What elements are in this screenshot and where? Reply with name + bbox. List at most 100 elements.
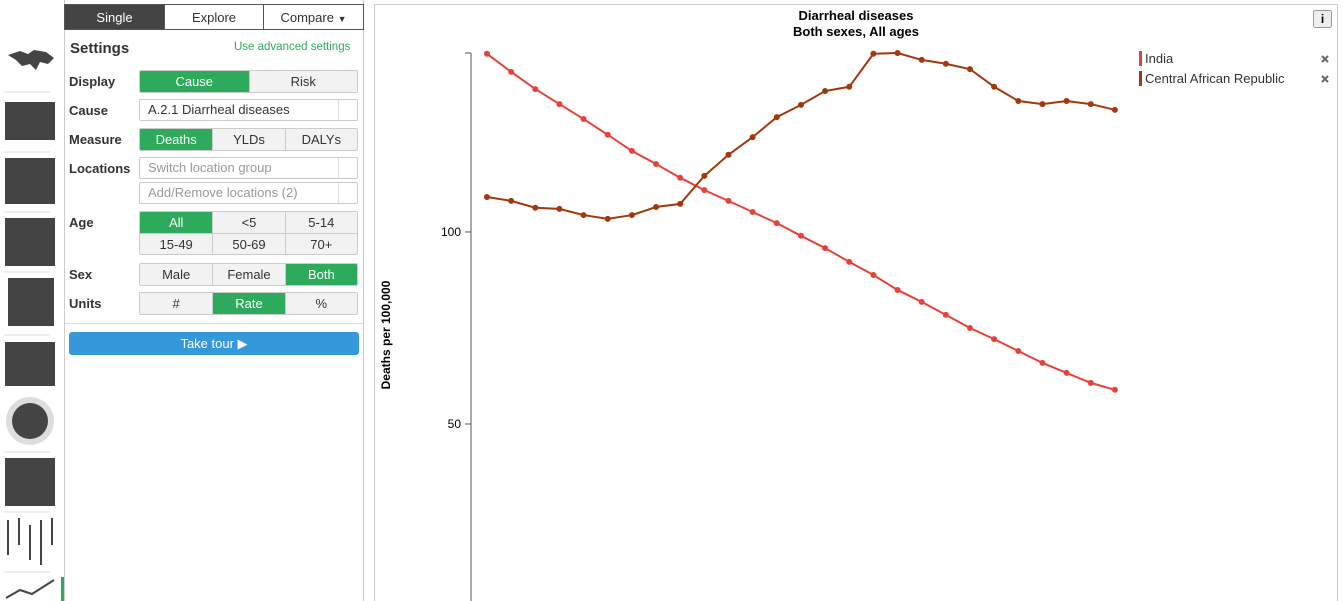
data-point bbox=[797, 232, 804, 239]
y-tick-label: 50 bbox=[448, 417, 462, 431]
settings-panel bbox=[64, 0, 364, 601]
data-point bbox=[1087, 379, 1094, 386]
option[interactable]: Rate bbox=[212, 293, 285, 314]
treemap-icon[interactable] bbox=[5, 102, 55, 140]
data-point bbox=[870, 50, 877, 57]
legend-label: India bbox=[1145, 51, 1174, 66]
data-point bbox=[556, 205, 563, 212]
advanced-link[interactable]: Use advanced settings bbox=[234, 41, 351, 53]
bars-icon[interactable] bbox=[5, 342, 55, 386]
option[interactable]: 15-49 bbox=[140, 233, 213, 254]
option[interactable]: All bbox=[140, 212, 213, 233]
info-label[interactable]: i bbox=[1321, 12, 1324, 26]
option[interactable]: 70+ bbox=[284, 233, 357, 254]
label: Measure bbox=[69, 132, 122, 147]
option[interactable]: <5 bbox=[212, 212, 285, 233]
heatmap-icon[interactable] bbox=[5, 458, 55, 506]
option[interactable]: Both bbox=[284, 264, 357, 285]
data-point bbox=[701, 187, 708, 194]
tour-button[interactable]: Take tour ▶ bbox=[69, 332, 359, 355]
label: Display bbox=[69, 74, 116, 89]
data-point bbox=[749, 208, 756, 215]
data-point bbox=[484, 194, 490, 201]
option[interactable]: 5-14 bbox=[284, 212, 357, 233]
line-icon[interactable] bbox=[5, 579, 55, 599]
data-point bbox=[532, 86, 539, 93]
units-group: # Rate % bbox=[139, 292, 358, 315]
label: Cause bbox=[69, 103, 109, 118]
data-point bbox=[677, 174, 684, 181]
data-point bbox=[918, 298, 925, 305]
display-group: Cause Risk bbox=[139, 70, 358, 93]
tab[interactable]: Compare ▼ bbox=[263, 4, 364, 30]
label: Units bbox=[69, 296, 102, 311]
option[interactable]: Male bbox=[140, 264, 213, 285]
location-select[interactable]: Add/Remove locations (2) bbox=[139, 182, 358, 204]
pyramid-icon[interactable] bbox=[8, 278, 54, 326]
age-group: All <5 5-14 15-49 50-69 70+ bbox=[139, 211, 358, 255]
data-point bbox=[508, 68, 515, 75]
data-point bbox=[1063, 98, 1070, 105]
data-point bbox=[749, 134, 756, 141]
tab-label[interactable]: Compare bbox=[280, 10, 334, 25]
sex-group: Male Female Both bbox=[139, 263, 358, 286]
option[interactable]: DALYs bbox=[284, 129, 357, 150]
location-group-select[interactable]: Switch location group bbox=[139, 157, 358, 179]
data-point bbox=[677, 200, 684, 207]
chart-subtitle: Both sexes, All ages bbox=[793, 24, 919, 39]
data-point bbox=[1015, 348, 1022, 355]
chart-frame bbox=[374, 4, 1338, 601]
option[interactable]: YLDs bbox=[212, 129, 285, 150]
data-point bbox=[484, 50, 490, 57]
data-point bbox=[628, 212, 635, 219]
data-point bbox=[942, 60, 949, 67]
data-point bbox=[508, 197, 515, 204]
data-point bbox=[604, 215, 611, 222]
data-point bbox=[870, 271, 877, 278]
option[interactable]: Risk bbox=[248, 71, 357, 92]
option[interactable]: % bbox=[284, 293, 357, 314]
label: Locations bbox=[69, 161, 131, 176]
data-point bbox=[580, 212, 587, 219]
legend-remove[interactable] bbox=[1321, 75, 1329, 83]
legend-remove[interactable] bbox=[1321, 55, 1329, 63]
stack-icon[interactable] bbox=[5, 158, 55, 204]
option[interactable]: Female bbox=[212, 264, 285, 285]
data-point bbox=[604, 131, 611, 138]
data-point bbox=[942, 311, 949, 318]
series-line bbox=[486, 51, 1116, 220]
arrow-icon[interactable] bbox=[5, 218, 55, 266]
chart-title: Diarrheal diseases bbox=[799, 8, 914, 23]
data-point bbox=[967, 324, 973, 331]
data-point bbox=[773, 220, 780, 227]
cause-select[interactable]: A.2.1 Diarrheal diseases bbox=[139, 99, 358, 121]
data-point bbox=[1039, 359, 1046, 366]
data-point bbox=[556, 101, 563, 108]
data-point bbox=[991, 336, 998, 343]
data-point bbox=[653, 160, 660, 167]
option[interactable]: # bbox=[140, 293, 213, 314]
data-point bbox=[822, 245, 829, 252]
info-button[interactable] bbox=[1313, 10, 1332, 28]
y-axis-label: Deaths per 100,000 bbox=[379, 280, 393, 389]
data-point bbox=[725, 197, 732, 204]
data-point bbox=[1039, 101, 1046, 108]
view-icons bbox=[4, 50, 64, 601]
measure-group: Deaths YLDs DALYs bbox=[139, 128, 358, 151]
data-point bbox=[1087, 101, 1094, 108]
data-point bbox=[1015, 98, 1022, 105]
data-point bbox=[991, 83, 998, 90]
data-point bbox=[580, 116, 587, 123]
data-point bbox=[846, 83, 853, 90]
option[interactable]: Cause bbox=[140, 71, 249, 92]
data-point bbox=[967, 66, 973, 73]
legend-swatch bbox=[1139, 71, 1142, 86]
data-point bbox=[628, 147, 635, 154]
option[interactable]: 50-69 bbox=[212, 233, 285, 254]
map-icon[interactable] bbox=[8, 50, 54, 70]
divider bbox=[65, 323, 363, 324]
data-point bbox=[773, 114, 780, 121]
option[interactable]: Deaths bbox=[140, 129, 213, 150]
